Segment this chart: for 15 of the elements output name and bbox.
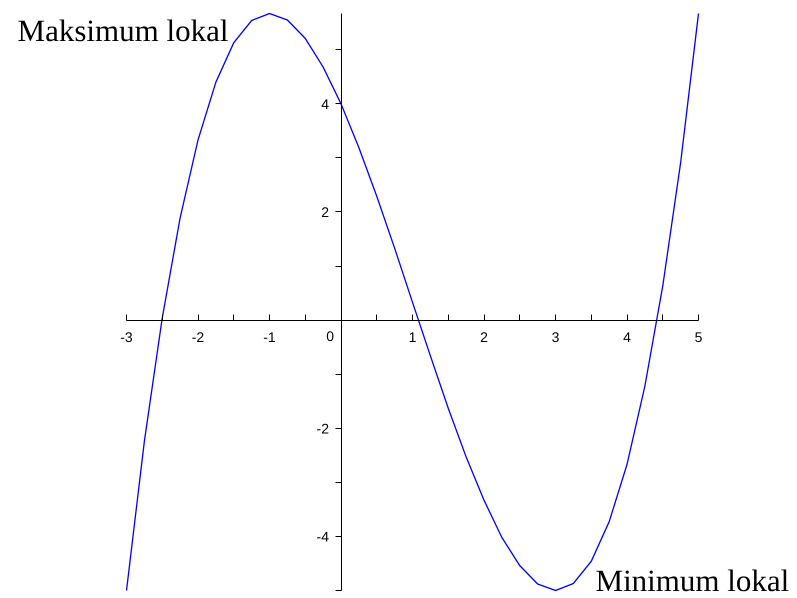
y-tick-label: -4 — [316, 528, 330, 544]
y-tick-label: 2 — [321, 204, 330, 220]
y-tick-label: -2 — [316, 420, 330, 436]
annotation: Maksimum lokal — [18, 13, 229, 48]
x-tick-label: 4 — [623, 329, 632, 346]
x-tick-label: 0 — [326, 328, 334, 344]
x-tick-label: -3 — [120, 329, 133, 346]
x-tick-label: -1 — [263, 329, 276, 346]
y-tick-label: 4 — [321, 96, 330, 112]
annotation: Minimum lokal — [596, 563, 790, 598]
x-tick-label: 3 — [552, 329, 560, 346]
x-tick-label: 2 — [480, 329, 488, 346]
x-tick-label: -2 — [192, 329, 204, 346]
x-tick-label: 5 — [694, 329, 703, 346]
x-tick-label: 1 — [408, 329, 417, 346]
